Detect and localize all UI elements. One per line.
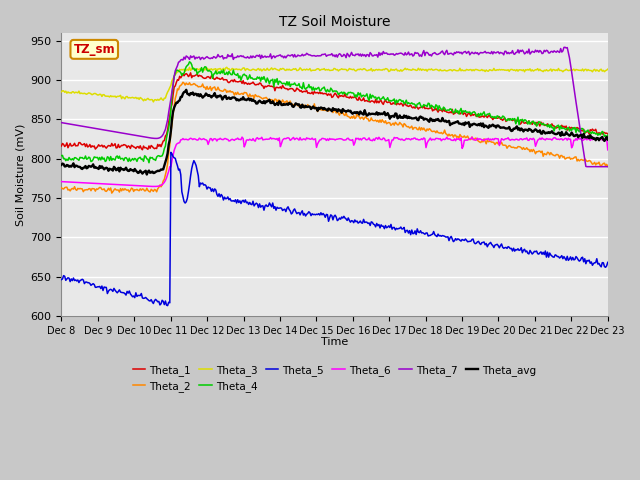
X-axis label: Time: Time (321, 337, 348, 347)
Title: TZ Soil Moisture: TZ Soil Moisture (279, 15, 390, 29)
Legend: Theta_1, Theta_2, Theta_3, Theta_4, Theta_5, Theta_6, Theta_7, Theta_avg: Theta_1, Theta_2, Theta_3, Theta_4, Thet… (129, 360, 541, 396)
Text: TZ_sm: TZ_sm (74, 43, 115, 56)
Y-axis label: Soil Moisture (mV): Soil Moisture (mV) (15, 123, 25, 226)
